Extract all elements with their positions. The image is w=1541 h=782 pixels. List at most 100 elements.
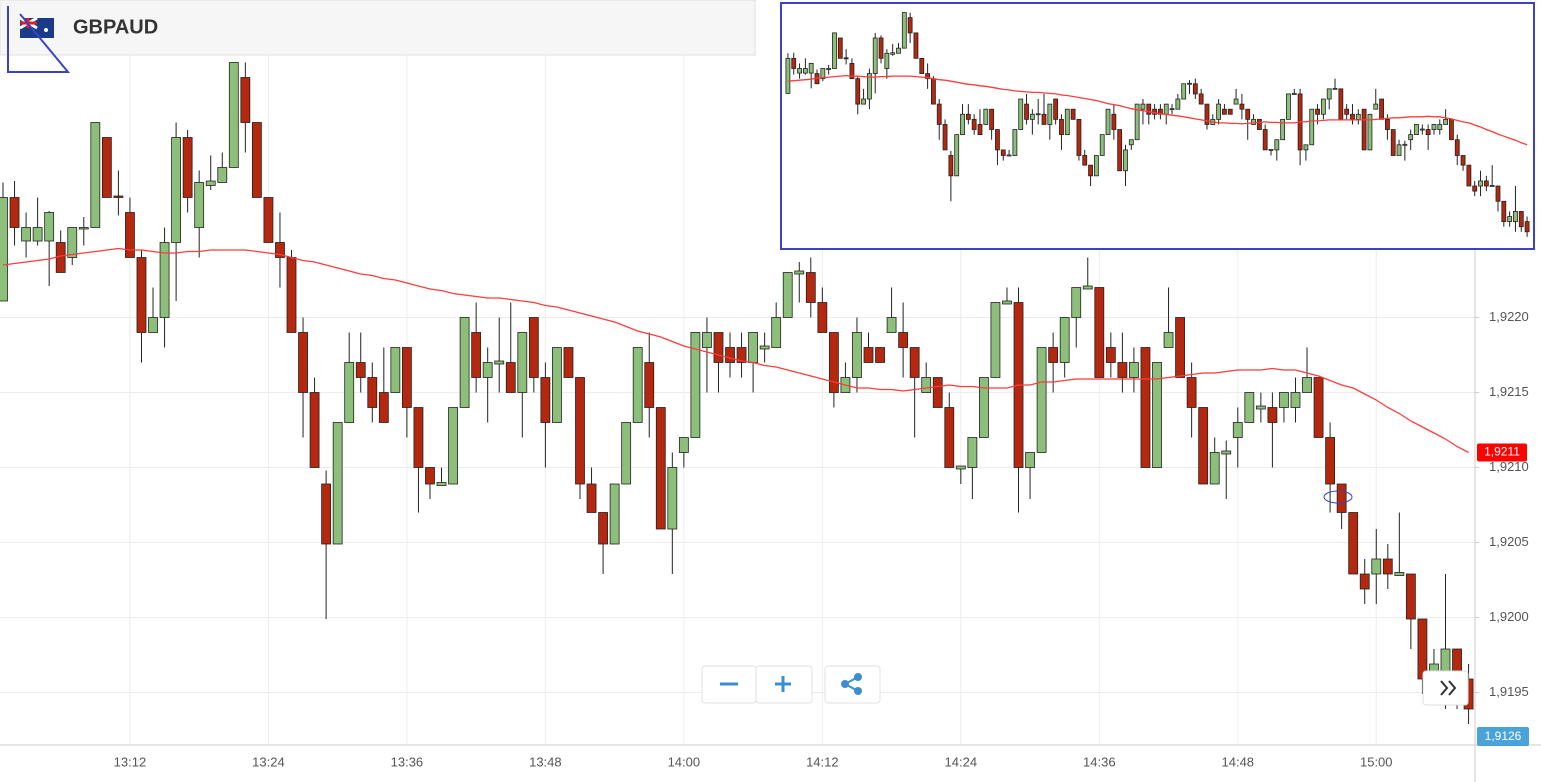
y-tick-label: 1,9195 [1489,684,1529,699]
candle-body [1414,124,1419,136]
candle-body [771,317,782,348]
candle-body [837,37,843,59]
candle-body [843,57,849,60]
candle-body [1361,108,1367,151]
candle-body [1402,143,1408,146]
candle-body [855,78,861,105]
candle-body [1385,118,1390,130]
candle-body [898,332,909,348]
candle-body [1140,103,1146,110]
candle-body [136,257,147,333]
x-tick-label: 14:00 [668,754,701,769]
candle-body [344,362,355,423]
candle-body [1338,88,1344,120]
candle-body [378,392,389,423]
candle-body [1064,108,1070,136]
candle-body [1255,405,1266,410]
x-tick-label: 13:36 [391,754,424,769]
candle-body [355,362,366,378]
candle-body [1379,98,1384,120]
candle-body [90,122,101,228]
candle-body [690,332,701,438]
candle-body [1325,437,1335,485]
candle-body [1336,483,1347,513]
candle-body [321,483,332,545]
candle-body [505,362,516,393]
candle-body [78,227,89,230]
candle-body [1371,558,1382,575]
candle-body [1382,558,1393,575]
candle-body [1169,108,1175,111]
candle-body [1262,129,1268,151]
candle-body [1320,98,1326,115]
candle-body [1431,124,1437,130]
candle-body [802,68,808,74]
candle-body [413,407,424,468]
candle-body [1012,129,1018,156]
candle-body [878,37,884,59]
candle-body [955,465,966,470]
zoom-out-button[interactable] [701,665,757,704]
candle-body [655,407,666,530]
candle-body [1198,407,1209,485]
candle-body [390,347,401,393]
candle-body [1117,362,1128,378]
candle-body [965,113,971,120]
candle-body [1221,450,1232,455]
candle-body [967,437,978,468]
scroll-right-button[interactable] [1422,670,1469,706]
candle-body [794,270,805,275]
candle-body [1245,108,1251,120]
candle-body [828,332,839,393]
candle-body [1437,124,1443,130]
candle-body [286,257,297,333]
candle-body [1478,180,1483,187]
candle-body [983,108,989,125]
share-button[interactable] [824,665,881,704]
x-tick-label: 13:24 [252,754,285,769]
candle-body [159,242,170,318]
candle-body [1088,164,1093,177]
candle-body [1513,211,1518,223]
candle-body [1315,108,1320,115]
candle-body [1425,129,1431,136]
candle-body [1204,103,1210,125]
candle-body [667,467,678,530]
candle-body [925,73,930,80]
minimap [780,2,1535,250]
candle-body [240,77,251,123]
candle-body [1359,573,1370,590]
candle-body [948,155,954,177]
x-tick-label: 14:12 [806,754,839,769]
candle-body [1025,452,1035,468]
candle-body [808,63,814,74]
candle-body [298,332,308,393]
candle-body [1313,377,1324,438]
candle-body [1290,392,1301,408]
candle-body [1123,149,1128,172]
candle-body [1408,134,1414,141]
candle-body [171,137,182,243]
candle-body [932,377,943,408]
candle-body [1209,452,1220,485]
candle-body [791,57,797,69]
candle-body [913,32,919,59]
candle-body [1036,347,1047,453]
candle-body [55,242,66,273]
candle-body [1048,347,1059,363]
candle-body [309,392,320,468]
candle-body [448,407,458,485]
candle-body [1216,103,1222,120]
candle-body [517,332,528,393]
y-tick-label: 1,9205 [1489,534,1529,549]
candle-body [21,227,31,242]
candle-body [977,124,983,136]
candle-body [820,68,826,80]
y-tick-label: 1,9215 [1489,384,1529,399]
candle-body [1232,422,1243,438]
zoom-in-button[interactable] [755,665,813,704]
candle-body [805,272,816,303]
candle-body [1181,83,1187,100]
candle-body [1489,185,1495,187]
